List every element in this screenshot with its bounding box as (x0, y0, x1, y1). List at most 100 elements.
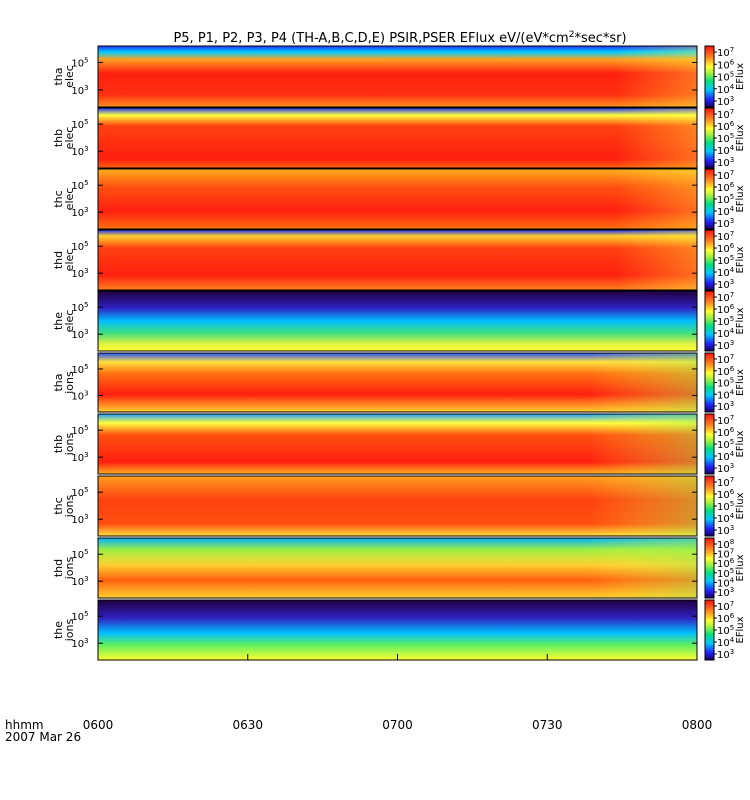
panel-label: thbions (52, 432, 76, 455)
colorbar-scale (704, 537, 715, 599)
panel-frame (97, 45, 698, 108)
x-tick-label: 0800 (682, 718, 713, 732)
y-tick-label: 105 (71, 118, 88, 131)
y-tick-label: 103 (71, 389, 88, 402)
colorbar-label: EFlux (735, 430, 746, 457)
colorbar-tick-label: 105 (717, 315, 734, 328)
colorbar-tick-label: 103 (717, 278, 734, 291)
spectrogram-overlay (427, 108, 697, 168)
y-tick-label: 105 (71, 301, 88, 314)
panel-frame (97, 537, 698, 599)
colorbar-tick-label: 104 (717, 83, 735, 96)
y-tick-label: 103 (71, 84, 88, 97)
colorbar-tick-label: 104 (717, 205, 735, 218)
spectrogram-overlay (427, 230, 697, 290)
x-tick-label: 0600 (83, 718, 114, 732)
colorbar-scale (704, 352, 715, 413)
spectrogram-overlay (427, 46, 697, 107)
y-tick-label: 103 (71, 575, 88, 588)
colorbar-scale (704, 168, 715, 230)
x-tick-label: 0630 (232, 718, 263, 732)
colorbar-tick-label: 106 (717, 120, 735, 133)
time-unit-label: hhmm (5, 718, 44, 732)
panel-label: thaelec (52, 65, 76, 88)
colorbar-tick-label: 107 (717, 353, 734, 366)
panel-label: thbelec (52, 127, 76, 150)
y-tick-label: 105 (71, 56, 88, 69)
colorbar-scale (704, 229, 715, 291)
panel-frame (97, 352, 698, 413)
spectrogram-image (98, 291, 697, 351)
panel-label: thdions (52, 556, 76, 579)
colorbar-tick-label: 105 (717, 254, 734, 267)
colorbar-tick-label: 104 (717, 144, 735, 157)
colorbar-tick-label: 103 (717, 462, 734, 475)
colorbar-tick-label: 107 (717, 230, 734, 243)
panel-frame (97, 475, 698, 537)
colorbar-label: EFlux (735, 185, 746, 212)
colorbar-tick-label: 106 (717, 488, 735, 501)
colorbar-label: EFlux (735, 369, 746, 396)
colorbar-scale (704, 475, 715, 537)
colorbar-tick-label: 104 (717, 450, 735, 463)
panel-frame (97, 107, 698, 169)
spectrogram-overlay (427, 169, 697, 229)
colorbar-tick-label: 105 (717, 193, 734, 206)
y-tick-label: 105 (71, 610, 88, 623)
colorbar-scale (704, 45, 715, 108)
panel-frame (97, 290, 698, 352)
colorbar-scale (704, 290, 715, 352)
y-tick-label: 103 (71, 267, 88, 280)
colorbar-tick-label: 103 (717, 339, 734, 352)
colorbar-tick-label: 106 (717, 58, 735, 71)
colorbar-tick-label: 106 (717, 365, 735, 378)
colorbar-tick-label: 105 (717, 71, 734, 84)
date-label: 2007 Mar 26 (5, 730, 81, 744)
y-tick-label: 103 (71, 513, 88, 526)
y-tick-label: 105 (71, 486, 88, 499)
spectrogram-overlay (427, 353, 697, 412)
y-tick-label: 103 (71, 328, 88, 341)
colorbar-tick-label: 105 (717, 624, 734, 637)
colorbar-tick-label: 107 (717, 414, 734, 427)
colorbar-scale (704, 107, 715, 169)
y-tick-label: 105 (71, 363, 88, 376)
colorbar-tick-label: 105 (717, 567, 734, 580)
colorbar-tick-label: 108 (717, 538, 734, 551)
colorbar-tick-label: 105 (717, 132, 734, 145)
spectrogram-overlay (427, 414, 697, 474)
y-tick-label: 103 (71, 206, 88, 219)
colorbar-scale (704, 599, 715, 661)
y-tick-label: 105 (71, 548, 88, 561)
colorbar-tick-label: 103 (717, 586, 734, 599)
colorbar-tick-label: 103 (717, 400, 734, 413)
colorbar-tick-label: 103 (717, 648, 734, 661)
y-tick-label: 105 (71, 179, 88, 192)
colorbar-tick-label: 107 (717, 476, 734, 489)
colorbar-label: EFlux (735, 616, 746, 643)
panel-frame (97, 229, 698, 291)
panel-label: theelec (52, 310, 76, 333)
colorbar-tick-label: 104 (717, 327, 735, 340)
panel-label: thcions (52, 494, 76, 517)
colorbar-label: EFlux (735, 554, 746, 581)
colorbar-label: EFlux (735, 492, 746, 519)
colorbar-tick-label: 103 (717, 524, 734, 537)
colorbar-tick-label: 107 (717, 600, 734, 613)
colorbar-tick-label: 107 (717, 46, 734, 59)
panel-label: thcelec (52, 188, 76, 211)
